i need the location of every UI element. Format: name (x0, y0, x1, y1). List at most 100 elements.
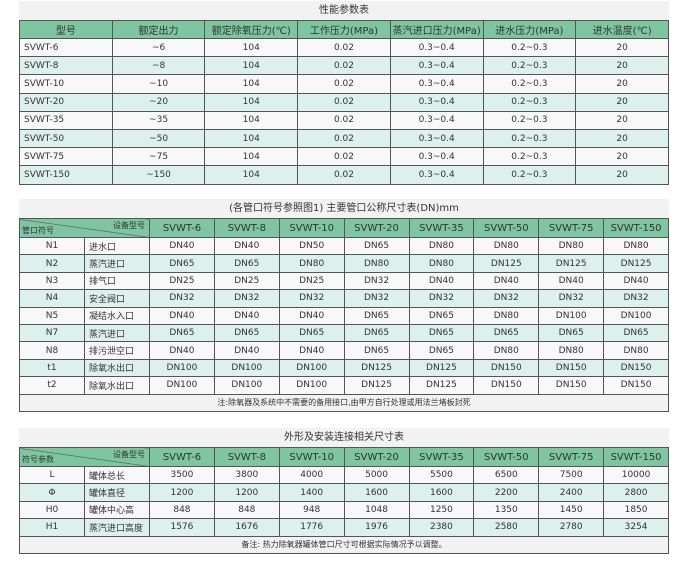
table-row: N8 排污泄空口 DN40 DN40 DN40 DN65 DN65 DN80 DN80 DN80 (19, 341, 669, 360)
name-cell: 蒸汽进口高度 (84, 518, 150, 537)
table-cell: ~8 (111, 56, 206, 76)
value-cell: DN80 (408, 236, 475, 256)
model-cell: SVWT-75 (19, 147, 113, 167)
value-cell: 10000 (603, 465, 669, 485)
table-row: N2 蒸汽进口 DN65 DN65 DN80 DN80 DN80 DN125 DN125 DN12… (19, 254, 669, 273)
symbol-cell: H1 (19, 518, 85, 537)
table-cell: ~75 (111, 147, 206, 167)
value-cell: 2200 (473, 483, 540, 502)
table-cell: 0.02 (297, 56, 391, 76)
value-cell: 848 (149, 500, 215, 520)
corner-bottom-label: 管口符号 (22, 226, 54, 235)
value-cell: DN150 (538, 376, 605, 395)
dimension-table-block: 外形及安装连接相关尺寸表 设备型号 符号参数 SVWT-6 SVWT-8 SVWT-10… (19, 428, 669, 554)
table-cell: ~150 (111, 165, 206, 185)
value-cell: 2780 (538, 518, 605, 537)
value-cell: DN150 (603, 376, 669, 395)
table-cell: 0.2~0.3 (482, 56, 577, 76)
header-row: 型号 额定出力 额定除氧压力(℃) 工作压力(MPa) 蒸汽进口压力(MPa) 进水压力(… (19, 20, 669, 39)
value-cell: 1576 (149, 518, 215, 537)
value-cell: DN80 (343, 254, 410, 273)
model-cell: SVWT-50 (19, 128, 113, 149)
value-cell: 4000 (278, 465, 345, 485)
value-cell: DN150 (473, 376, 540, 395)
name-cell: 安全阀口 (84, 289, 150, 308)
name-cell: 排污泄空口 (84, 341, 150, 360)
value-cell: DN40 (149, 306, 215, 325)
value-cell: DN150 (538, 358, 605, 378)
symbol-cell: t2 (19, 376, 85, 395)
name-cell: 罐体中心高 (84, 500, 150, 520)
value-cell: DN40 (473, 271, 540, 291)
table-cell: 0.02 (297, 92, 391, 112)
table-row: t2 除氧水出口 DN100 DN100 DN100 DN125 DN125 DN150 DN1… (19, 376, 669, 395)
header-row: 设备型号 符号参数 SVWT-6 SVWT-8 SVWT-10 SVWT-20 SVWT-3… (19, 447, 669, 467)
column-header: 型号 (19, 20, 113, 39)
table-cell: 0.3~0.4 (389, 56, 484, 76)
model-header: SVWT-8 (213, 447, 280, 467)
table-row: SVWT-10 ~10 104 0.02 0.3~0.4 0.2~0.3 20 (19, 74, 669, 94)
value-cell: 2400 (538, 483, 605, 502)
value-cell: 1200 (149, 483, 215, 502)
model-header: SVWT-150 (603, 447, 669, 467)
table-row: N3 排气口 DN25 DN25 DN25 DN32 DN40 DN40 DN40 DN40 (19, 271, 669, 291)
value-cell: DN65 (343, 306, 410, 325)
value-cell: DN32 (603, 289, 669, 308)
value-cell: 948 (278, 500, 345, 520)
performance-table: 型号 额定出力 额定除氧压力(℃) 工作压力(MPa) 蒸汽进口压力(MPa) 进水压力(… (19, 20, 669, 185)
model-header: SVWT-75 (538, 447, 605, 467)
table-cell: ~35 (111, 110, 206, 130)
model-header: SVWT-50 (473, 218, 540, 238)
value-cell: DN125 (473, 254, 540, 273)
header-row: 设备型号 管口符号 SVWT-6 SVWT-8 SVWT-10 SVWT-20 SVWT-3… (19, 218, 669, 238)
value-cell: 6500 (473, 465, 540, 485)
value-cell: 1400 (278, 483, 345, 502)
value-cell: DN65 (278, 323, 345, 343)
value-cell: DN40 (149, 341, 215, 360)
table-cell: 0.3~0.4 (389, 165, 484, 185)
value-cell: 7500 (538, 465, 605, 485)
model-header: SVWT-50 (473, 447, 540, 467)
table-cell: 104 (204, 92, 299, 112)
table-row: L 罐体总长 3500 3800 4000 5000 5500 6500 7500 10000 (19, 465, 669, 485)
table-cell: 0.2~0.3 (482, 128, 577, 149)
column-header: 额定出力 (111, 20, 206, 39)
table-cell: ~50 (111, 128, 206, 149)
name-cell: 排气口 (84, 271, 150, 291)
value-cell: DN80 (408, 254, 475, 273)
value-cell: DN40 (278, 306, 345, 325)
value-cell: 1048 (343, 500, 410, 520)
table-cell: 0.3~0.4 (389, 37, 484, 58)
table-cell: 0.02 (297, 128, 391, 149)
corner-bottom-label: 符号参数 (22, 455, 54, 464)
value-cell: DN40 (149, 236, 215, 256)
corner-header: 设备型号 管口符号 (19, 218, 150, 238)
value-cell: 1600 (408, 483, 475, 502)
value-cell: 1450 (538, 500, 605, 520)
value-cell: 1776 (278, 518, 345, 537)
value-cell: DN125 (538, 254, 605, 273)
table-row: SVWT-75 ~75 104 0.02 0.3~0.4 0.2~0.3 20 (19, 147, 669, 167)
table-cell: 104 (204, 147, 299, 167)
model-cell: SVWT-8 (19, 56, 113, 76)
table-cell: 0.02 (297, 165, 391, 185)
value-cell: DN25 (213, 271, 280, 291)
model-cell: SVWT-10 (19, 74, 113, 94)
table-row: t1 除氧水出口 DN100 DN100 DN100 DN125 DN125 DN150 DN1… (19, 358, 669, 378)
value-cell: DN65 (408, 306, 475, 325)
symbol-cell: N5 (19, 306, 85, 325)
name-cell: 进水口 (84, 236, 150, 256)
value-cell: 2380 (408, 518, 475, 537)
table-row: SVWT-8 ~8 104 0.02 0.3~0.4 0.2~0.3 20 (19, 56, 669, 76)
column-header: 蒸汽进口压力(MPa) (389, 20, 484, 39)
value-cell: DN100 (213, 358, 280, 378)
model-cell: SVWT-6 (19, 37, 113, 58)
name-cell: 罐体总长 (84, 465, 150, 485)
value-cell: DN65 (408, 341, 475, 360)
value-cell: 2580 (473, 518, 540, 537)
corner-top-label: 设备型号 (113, 450, 145, 459)
value-cell: DN65 (213, 254, 280, 273)
value-cell: DN150 (603, 358, 669, 378)
table-cell: 0.3~0.4 (389, 92, 484, 112)
table-row: N4 安全阀口 DN32 DN32 DN32 DN32 DN32 DN32 DN32 DN32 (19, 289, 669, 308)
